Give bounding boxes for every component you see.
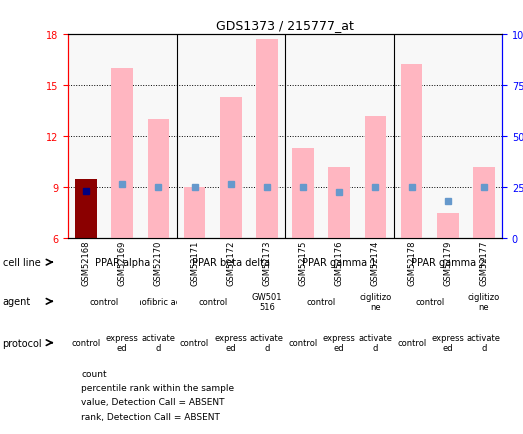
Text: agent: agent — [3, 297, 31, 306]
Text: GW501
516: GW501 516 — [252, 292, 282, 311]
Bar — [437, 213, 459, 239]
Bar — [75, 179, 97, 239]
Text: activate
d: activate d — [141, 333, 175, 352]
Text: control: control — [89, 297, 119, 306]
Text: activate
d: activate d — [358, 333, 392, 352]
Text: protocol: protocol — [3, 338, 42, 348]
Text: count: count — [81, 369, 107, 378]
Text: activate
d: activate d — [250, 333, 284, 352]
Text: express
ed: express ed — [214, 333, 247, 352]
Text: control: control — [397, 339, 426, 347]
Text: PPAR gamma 1: PPAR gamma 1 — [302, 258, 377, 267]
Text: ciglitizo
ne: ciglitizo ne — [359, 292, 392, 311]
Bar — [473, 168, 495, 239]
Text: percentile rank within the sample: percentile rank within the sample — [81, 383, 234, 392]
Text: control: control — [306, 297, 336, 306]
Bar — [111, 69, 133, 239]
Bar — [328, 168, 350, 239]
Text: control: control — [198, 297, 228, 306]
Bar — [147, 120, 169, 239]
Text: fenofibric acid: fenofibric acid — [128, 297, 188, 306]
Bar — [220, 98, 242, 239]
Bar — [365, 116, 386, 239]
Text: express
ed: express ed — [323, 333, 356, 352]
Bar — [401, 66, 423, 239]
Bar — [292, 148, 314, 239]
Text: activate
d: activate d — [467, 333, 501, 352]
Bar — [256, 40, 278, 239]
Text: express
ed: express ed — [106, 333, 139, 352]
Text: control: control — [289, 339, 318, 347]
Bar — [184, 188, 206, 239]
Text: express
ed: express ed — [431, 333, 464, 352]
Text: PPAR gamma 2: PPAR gamma 2 — [411, 258, 485, 267]
Text: value, Detection Call = ABSENT: value, Detection Call = ABSENT — [81, 398, 224, 406]
Text: control: control — [415, 297, 445, 306]
Text: cell line: cell line — [3, 258, 40, 267]
Text: ciglitizo
ne: ciglitizo ne — [468, 292, 500, 311]
Text: control: control — [180, 339, 209, 347]
Text: control: control — [72, 339, 101, 347]
Text: PPAR beta delta: PPAR beta delta — [192, 258, 270, 267]
Text: PPAR alpha: PPAR alpha — [95, 258, 150, 267]
Title: GDS1373 / 215777_at: GDS1373 / 215777_at — [216, 19, 354, 32]
Text: rank, Detection Call = ABSENT: rank, Detection Call = ABSENT — [81, 412, 220, 421]
